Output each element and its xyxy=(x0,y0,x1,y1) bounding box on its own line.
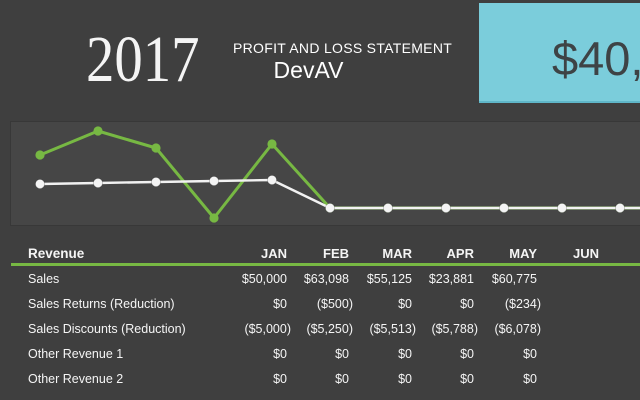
chart-data-point xyxy=(267,139,277,149)
chart-data-point xyxy=(382,203,393,214)
statement-title: PROFIT AND LOSS STATEMENT xyxy=(233,40,453,56)
row-label: Sales xyxy=(28,272,60,286)
year-label: 2017 xyxy=(86,23,200,96)
month-column-header: JUN xyxy=(572,246,599,261)
table-cell: $23,881 xyxy=(428,272,474,286)
chart-data-point xyxy=(208,176,219,187)
chart-data-point xyxy=(35,150,45,160)
chart-data-point xyxy=(324,203,335,214)
month-column-header: JAN xyxy=(260,246,287,261)
table-cell: $0 xyxy=(460,347,474,361)
table-cell: $55,125 xyxy=(366,272,412,286)
table-cell: ($5,250) xyxy=(306,322,353,336)
line-chart xyxy=(34,126,640,223)
table-cell: $0 xyxy=(273,372,287,386)
table-row: Sales Discounts (Reduction) ($5,000) ($5,2… xyxy=(0,317,640,342)
chart-data-point xyxy=(151,143,161,153)
row-label: Other Revenue 1 xyxy=(28,347,124,361)
kpi-value: $40, xyxy=(552,32,640,85)
table-cell: $0 xyxy=(335,372,349,386)
chart-series-line xyxy=(39,129,640,220)
month-column-header: FEB xyxy=(323,246,349,261)
chart-data-point xyxy=(440,203,451,214)
table-header-row: Revenue JAN FEB MAR APR MAY JUN xyxy=(0,245,640,263)
table-cell: $0 xyxy=(523,347,537,361)
month-column-header: MAR xyxy=(382,246,412,261)
row-label: Other Revenue 2 xyxy=(28,372,124,386)
company-name: DevAV xyxy=(273,57,344,83)
table-row: Other Revenue 2 $0 $0 $0 $0 $0 xyxy=(0,367,640,392)
chart-data-point xyxy=(209,213,219,223)
table-cell: ($234) xyxy=(504,297,541,311)
table-row: Sales Returns (Reduction) $0 ($500) $0 $0 ($2… xyxy=(0,292,640,317)
chart-data-point xyxy=(498,203,509,214)
table-cell: $63,098 xyxy=(303,272,349,286)
table-cell: ($6,078) xyxy=(494,322,541,336)
chart-data-point xyxy=(266,175,277,186)
month-column-header: APR xyxy=(446,246,474,261)
row-label: Sales Discounts (Reduction) xyxy=(28,322,186,336)
chart-data-point xyxy=(93,126,103,136)
table-cell: $60,775 xyxy=(491,272,537,286)
table-cell: ($5,000) xyxy=(244,322,291,336)
table-cell: $0 xyxy=(273,297,287,311)
chart-data-point xyxy=(557,203,568,214)
table-cell: ($5,788) xyxy=(431,322,478,336)
chart-series-line xyxy=(39,178,640,210)
table-cell: ($5,513) xyxy=(369,322,416,336)
chart-data-point xyxy=(615,203,626,214)
table-cell: $0 xyxy=(398,372,412,386)
table-cell: $0 xyxy=(460,297,474,311)
table-cell: $0 xyxy=(273,347,287,361)
table-cell: ($500) xyxy=(316,297,353,311)
chart-data-point xyxy=(150,177,161,188)
chart-data-point xyxy=(34,179,45,190)
chart-panel xyxy=(10,121,640,226)
table-row: Sales $50,000 $63,098 $55,125 $23,881 $60,775 xyxy=(0,267,640,292)
section-label: Revenue xyxy=(28,246,85,261)
table-cell: $0 xyxy=(398,297,412,311)
table-row: Other Revenue 1 $0 $0 $0 $0 $0 xyxy=(0,342,640,367)
month-column-header: MAY xyxy=(509,246,537,261)
chart-data-point xyxy=(93,178,104,189)
table-cell: $0 xyxy=(460,372,474,386)
table-cell: $0 xyxy=(523,372,537,386)
kpi-box: $40, xyxy=(479,3,640,103)
table-cell: $50,000 xyxy=(241,272,287,286)
table-cell: $0 xyxy=(398,347,412,361)
header-divider xyxy=(11,263,640,266)
row-label: Sales Returns (Reduction) xyxy=(28,297,175,311)
table-cell: $0 xyxy=(335,347,349,361)
